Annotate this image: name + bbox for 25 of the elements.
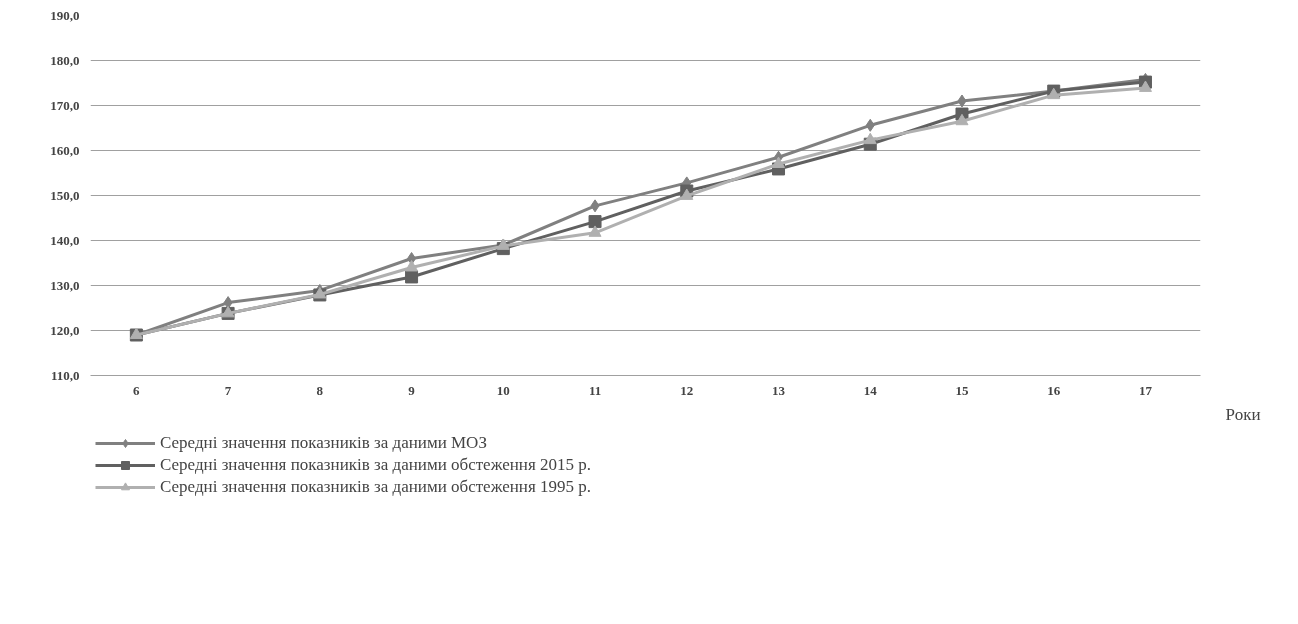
- y-tick-label: 160,0: [50, 142, 80, 158]
- x-tick-label: 7: [224, 382, 232, 398]
- y-tick-label: 180,0: [50, 52, 80, 68]
- x-tick-label: 12: [680, 382, 694, 398]
- x-tick-label: 10: [496, 382, 510, 398]
- x-tick-label: 16: [1047, 382, 1061, 398]
- y-tick-label: 120,0: [50, 322, 80, 338]
- legend-label: Середні значення показників за даними обстеження 1995 р.: [160, 477, 591, 497]
- y-tick-label: 190,0: [50, 7, 80, 23]
- x-axis-title: Роки: [1225, 404, 1261, 424]
- x-tick-label: 8: [316, 382, 324, 398]
- y-tick-label: 130,0: [50, 277, 80, 293]
- y-tick-label: 170,0: [50, 97, 80, 113]
- x-tick-label: 15: [955, 382, 969, 398]
- y-tick-label: 150,0: [50, 187, 80, 203]
- y-tick-label: 110,0: [50, 367, 80, 383]
- y-tick-label: 140,0: [50, 232, 80, 248]
- x-tick-label: 11: [588, 382, 602, 398]
- x-tick-label: 6: [133, 382, 141, 398]
- legend-label: Середні значення показників за даними МОЗ: [160, 433, 487, 453]
- x-tick-label: 17: [1138, 382, 1153, 398]
- x-tick-label: 13: [772, 382, 786, 398]
- x-tick-label: 9: [408, 382, 416, 398]
- legend-label: Середні значення показників за даними обстеження 2015 р.: [160, 455, 591, 475]
- x-tick-label: 14: [863, 382, 878, 398]
